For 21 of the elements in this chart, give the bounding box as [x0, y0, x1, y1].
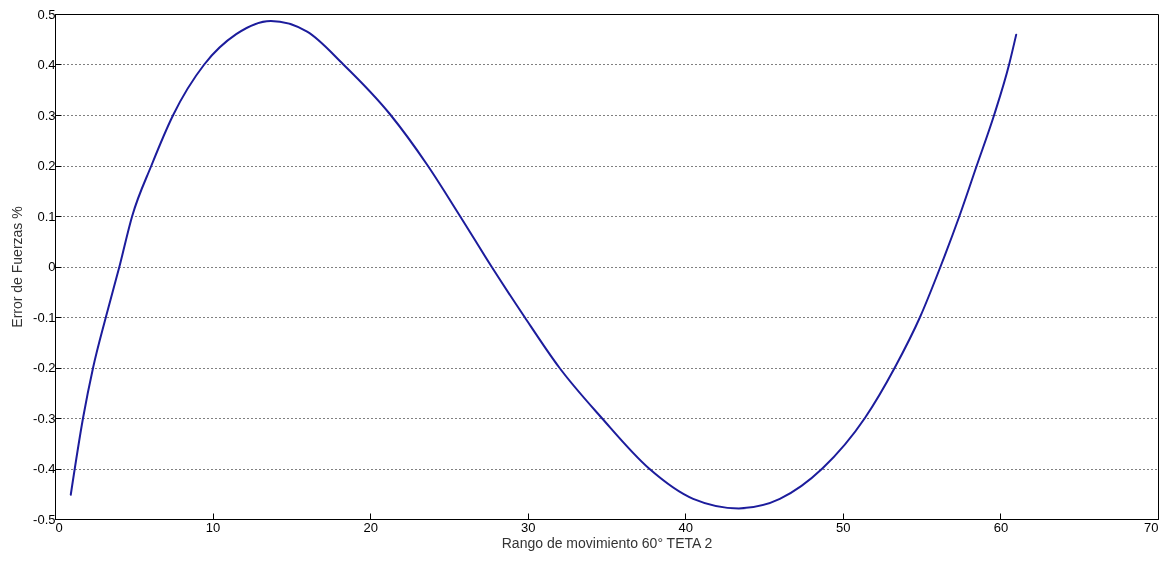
x-tick-label: 70	[1144, 519, 1159, 535]
y-tick-label: -0.5	[33, 511, 56, 527]
x-axis-title: Rango de movimiento 60° TETA 2	[501, 534, 713, 551]
y-tick-label: 0.2	[37, 158, 56, 173]
y-tick-label: -0.1	[33, 309, 56, 325]
x-tick-label: 10	[205, 519, 221, 535]
x-tick-label: 50	[836, 519, 851, 535]
x-tick-label: 20	[363, 519, 378, 535]
y-axis-title: Error de Fuerzas %	[9, 206, 26, 328]
y-tick-label: 0.4	[37, 57, 56, 72]
y-tick-label: 0.3	[37, 107, 56, 123]
x-tick-label: 40	[678, 519, 694, 535]
y-tick-label: 0.1	[37, 208, 56, 224]
x-tick-label: 30	[520, 519, 536, 535]
x-tick-label: 60	[993, 519, 1009, 535]
y-tick-label: -0.2	[33, 360, 56, 375]
y-tick-label: -0.4	[33, 461, 56, 476]
y-tick-label: -0.3	[33, 410, 56, 426]
y-tick-label: 0.5	[37, 6, 56, 22]
y-tick-label: 0	[48, 259, 56, 274]
line-series	[69, 20, 1018, 510]
